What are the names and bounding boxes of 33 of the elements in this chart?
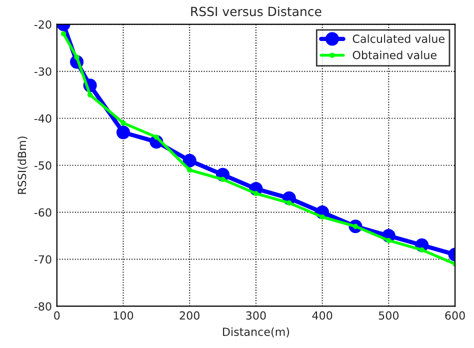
y-tick-label: -60 <box>34 208 52 217</box>
x-tick-label: 0 <box>54 311 60 320</box>
point <box>74 54 80 60</box>
y-tick-label: -30 <box>34 67 52 76</box>
y-tick-label: -20 <box>34 20 52 29</box>
y-tick-label: -40 <box>34 114 52 123</box>
y-axis-title: RSSI(dBm) <box>18 136 28 194</box>
legend-label: Obtained value <box>352 50 436 60</box>
x-tick-label: 100 <box>114 311 134 320</box>
x-tick-label: 400 <box>312 311 332 320</box>
point <box>386 238 392 244</box>
point <box>154 134 160 140</box>
point <box>253 190 259 196</box>
chart-title: RSSI versus Distance <box>191 6 322 16</box>
point <box>320 214 325 220</box>
x-tick-label: 500 <box>378 311 399 320</box>
point <box>286 200 292 206</box>
legend-label: Calculated value <box>352 34 444 43</box>
point <box>87 92 93 98</box>
point <box>120 120 126 126</box>
x-tick-label: 200 <box>180 311 200 320</box>
point <box>116 126 130 140</box>
x-tick-label: 300 <box>246 311 266 320</box>
point <box>419 247 424 252</box>
x-axis-title: Distance(m) <box>223 327 290 338</box>
x-tick-label: 600 <box>445 311 465 320</box>
point <box>220 176 226 182</box>
point <box>186 167 192 173</box>
point <box>60 31 66 36</box>
point <box>182 154 196 168</box>
y-tick-label: -50 <box>34 161 52 170</box>
y-tick-label: -70 <box>34 255 52 264</box>
y-tick-label: -80 <box>34 302 52 311</box>
